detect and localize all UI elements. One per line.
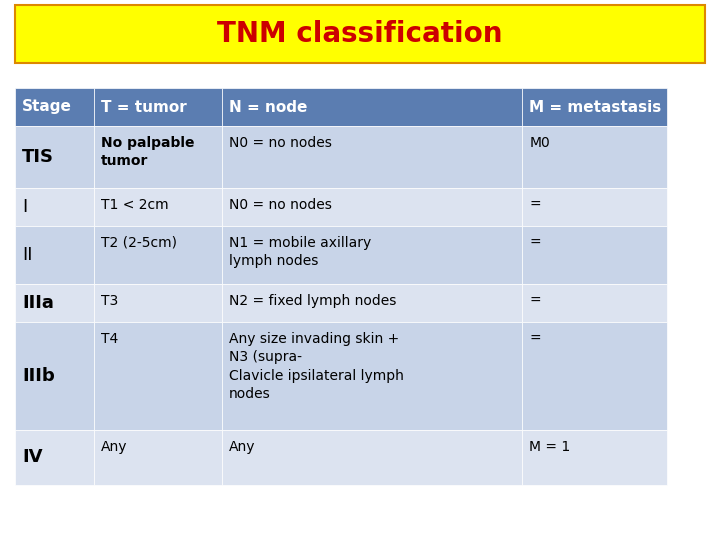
Text: T3: T3 — [102, 294, 119, 308]
Bar — [15, 284, 94, 322]
Text: M0: M0 — [529, 136, 550, 150]
Text: N = node: N = node — [229, 99, 307, 114]
Text: T1 < 2cm: T1 < 2cm — [102, 198, 169, 212]
Bar — [222, 284, 522, 322]
Bar — [94, 88, 222, 126]
Bar — [222, 88, 522, 126]
Text: TNM classification: TNM classification — [217, 20, 503, 48]
Bar — [522, 126, 667, 188]
Bar — [222, 322, 522, 430]
Bar — [522, 226, 667, 284]
Text: =: = — [529, 332, 541, 346]
Text: =: = — [529, 198, 541, 212]
Bar — [222, 126, 522, 188]
Text: Stage: Stage — [22, 99, 72, 114]
Bar — [222, 226, 522, 284]
Bar — [522, 430, 667, 485]
Bar — [94, 284, 222, 322]
Bar — [15, 126, 94, 188]
Bar — [94, 188, 222, 226]
Text: IIIb: IIIb — [22, 367, 55, 385]
Text: T2 (2-5cm): T2 (2-5cm) — [102, 236, 177, 250]
Bar — [94, 226, 222, 284]
Bar — [15, 322, 94, 430]
Text: No palpable
tumor: No palpable tumor — [102, 136, 195, 168]
Text: Any size invading skin +
N3 (supra-
Clavicle ipsilateral lymph
nodes: Any size invading skin + N3 (supra- Clav… — [229, 332, 404, 401]
Bar — [15, 188, 94, 226]
Text: T4: T4 — [102, 332, 119, 346]
Text: TIS: TIS — [22, 148, 54, 166]
Text: IV: IV — [22, 449, 42, 467]
Bar — [222, 430, 522, 485]
Bar — [94, 126, 222, 188]
Text: N0 = no nodes: N0 = no nodes — [229, 136, 332, 150]
Text: Any: Any — [102, 440, 128, 454]
Text: II: II — [22, 246, 32, 264]
Bar — [522, 322, 667, 430]
Bar — [94, 430, 222, 485]
Bar — [94, 322, 222, 430]
Text: N2 = fixed lymph nodes: N2 = fixed lymph nodes — [229, 294, 397, 308]
Bar — [15, 430, 94, 485]
Text: =: = — [529, 236, 541, 250]
Text: N0 = no nodes: N0 = no nodes — [229, 198, 332, 212]
Text: T = tumor: T = tumor — [102, 99, 187, 114]
Text: M = metastasis: M = metastasis — [529, 99, 662, 114]
Text: I: I — [22, 198, 27, 216]
Bar — [15, 5, 705, 63]
Bar — [222, 188, 522, 226]
Text: =: = — [529, 294, 541, 308]
Text: IIIa: IIIa — [22, 294, 54, 312]
Bar — [522, 188, 667, 226]
Text: Any: Any — [229, 440, 256, 454]
Text: M = 1: M = 1 — [529, 440, 570, 454]
Text: N1 = mobile axillary
lymph nodes: N1 = mobile axillary lymph nodes — [229, 236, 372, 268]
Bar — [15, 88, 94, 126]
Bar — [522, 88, 667, 126]
Bar — [522, 284, 667, 322]
Bar — [15, 226, 94, 284]
